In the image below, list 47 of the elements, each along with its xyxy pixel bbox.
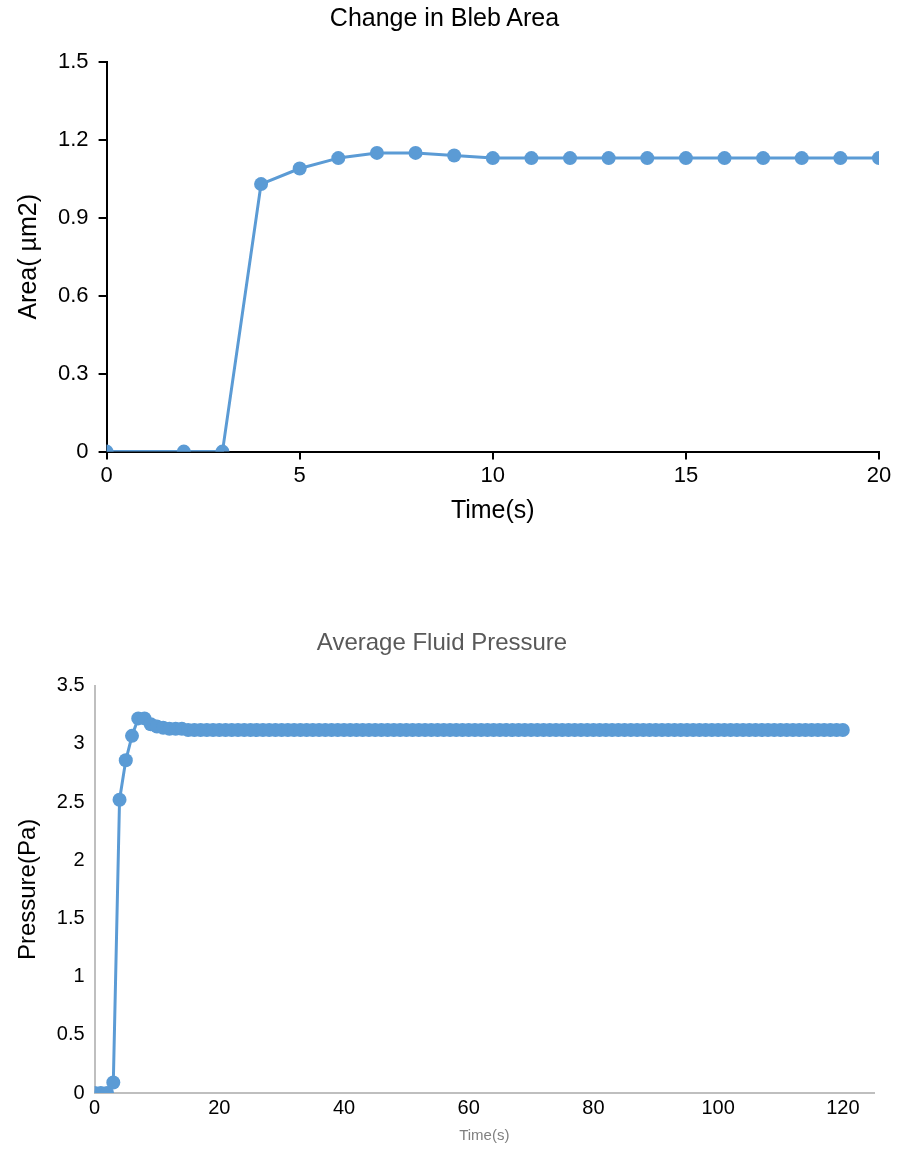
x-tick-label: 20 [866,461,892,487]
point [369,145,384,160]
point [563,151,578,166]
point [601,151,616,166]
point [833,151,848,166]
y-tick-label: 0 [73,1080,85,1103]
point [678,151,693,166]
x-axis-title: Time(s) [450,494,535,523]
y-tick-label: 0.6 [57,281,89,307]
y-tick-label: 3.5 [56,673,85,696]
y-tick-label: 2.5 [56,789,85,812]
x-axis-title: Time(s) [459,1126,510,1144]
y-tick-label: 0.5 [56,1022,85,1045]
y-tick-label: 3 [73,731,85,754]
x-tick-label: 0 [100,461,113,487]
x-tick-label: 80 [582,1095,605,1118]
x-tick-label: 100 [701,1095,735,1118]
y-tick-label: 1.5 [57,48,89,74]
y-tick-label: 0 [76,437,89,463]
point [524,151,539,166]
y-axis-title: Pressure(Pa) [13,818,41,961]
y-tick-label: 1.5 [56,906,85,928]
point [408,145,423,160]
x-tick-label: 120 [826,1095,860,1118]
point [254,177,269,192]
y-tick-label: 1.2 [57,125,89,151]
point [447,148,462,163]
point [756,151,771,166]
x-tick-label: 60 [457,1095,480,1118]
y-tick-label: 1 [73,964,85,987]
x-tick-label: 20 [208,1095,231,1118]
x-tick-label: 40 [332,1095,356,1118]
y-axis-title: Area( µm2) [12,194,41,320]
point [640,151,655,166]
point [485,151,500,166]
y-tick-label: 0.3 [57,359,89,385]
x-tick-label: 10 [480,461,506,487]
y-tick-label: 2 [73,847,85,870]
chart-title: Average Fluid Pressure [316,628,568,656]
point [794,151,809,166]
point [717,151,732,166]
y-tick-label: 0.9 [57,203,89,229]
x-tick-label: 15 [673,461,699,487]
x-tick-label: 5 [293,461,306,487]
point [292,161,307,176]
point [331,151,346,166]
chart-title: Change in Bleb Area [329,2,560,31]
